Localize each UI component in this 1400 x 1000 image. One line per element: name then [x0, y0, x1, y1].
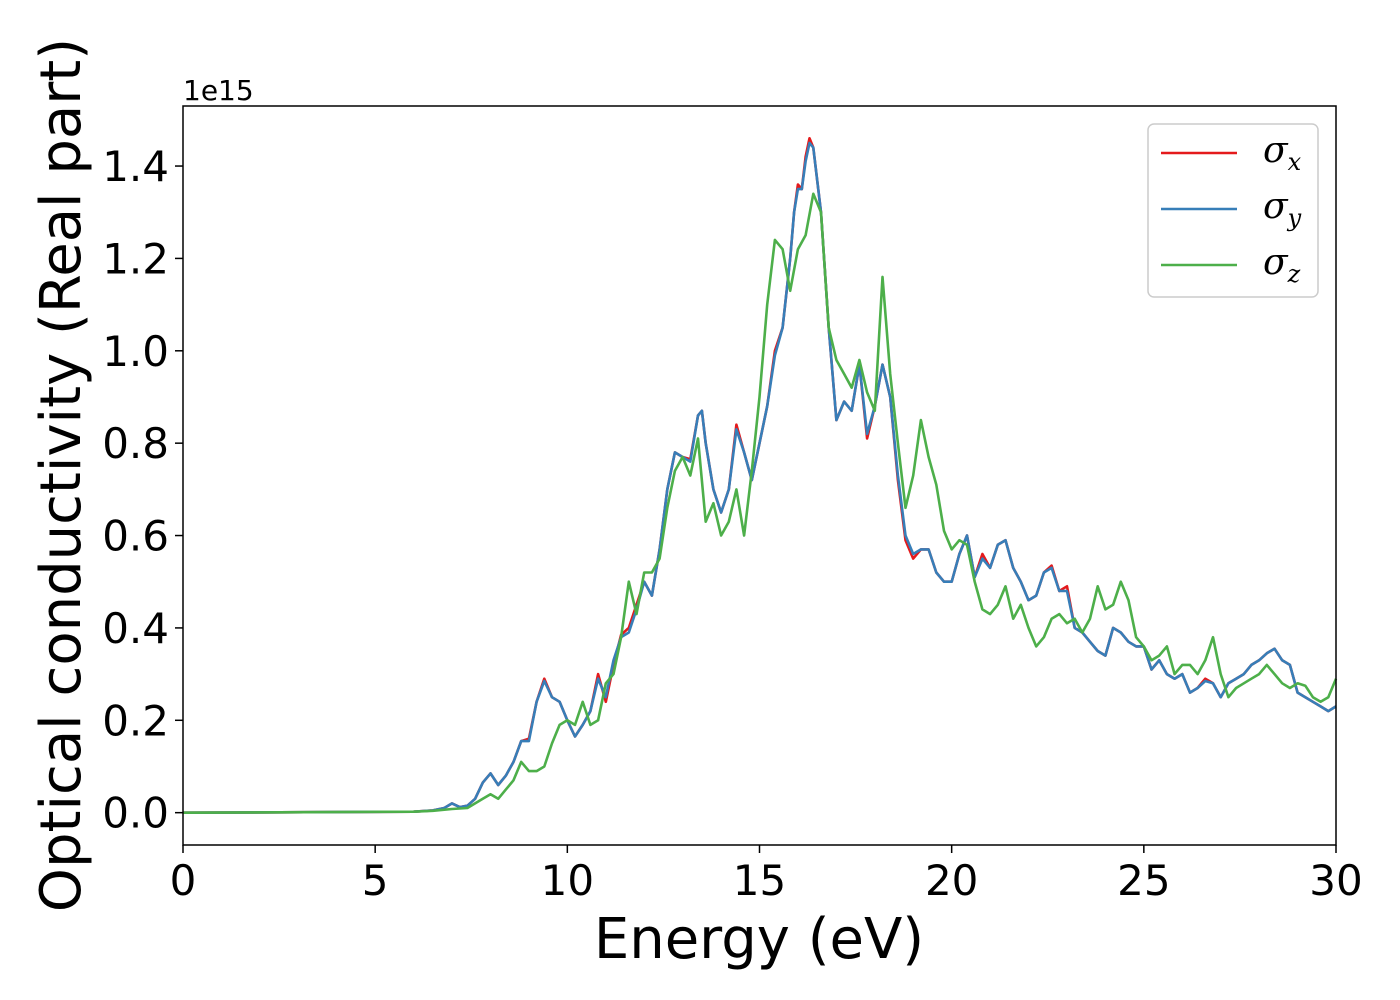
series-line-y — [182, 141, 1337, 814]
y-tick-label: 0.8 — [102, 419, 169, 468]
ticks-layer: 0 5 10 15 20 25 30 0.0 0.2 0.4 0.6 0.8 1.0 1.2 1.4 — [102, 142, 1363, 905]
legend-label-y: σy — [1263, 186, 1302, 232]
x-tick-label: 25 — [1117, 856, 1170, 905]
y-offset-label: 1e15 — [183, 74, 254, 107]
y-tick-label: 0.0 — [102, 789, 169, 838]
y-tick-label: 0.4 — [102, 604, 169, 653]
x-tick-label: 0 — [170, 856, 197, 905]
y-axis-title: Optical conductivity (Real part) — [29, 38, 94, 912]
legend-label-z: σz — [1263, 242, 1301, 288]
series-line-z — [182, 192, 1338, 814]
x-tick-label: 20 — [925, 856, 978, 905]
series-layer — [182, 137, 1338, 814]
x-tick-label: 15 — [733, 856, 786, 905]
y-tick-label: 0.6 — [102, 512, 169, 561]
x-axis-title: Energy (eV) — [594, 907, 924, 972]
legend: σx σy σz — [1147, 123, 1319, 298]
y-tick-label: 0.2 — [102, 696, 169, 745]
y-tick-label: 1.2 — [102, 234, 169, 283]
x-tick-label: 30 — [1309, 856, 1362, 905]
legend-label-x: σx — [1263, 130, 1302, 176]
x-tick-label: 5 — [362, 856, 389, 905]
y-tick-label: 1.0 — [102, 327, 169, 376]
y-tick-label: 1.4 — [102, 142, 169, 191]
legend-box — [1147, 123, 1319, 298]
x-tick-label: 10 — [541, 856, 594, 905]
